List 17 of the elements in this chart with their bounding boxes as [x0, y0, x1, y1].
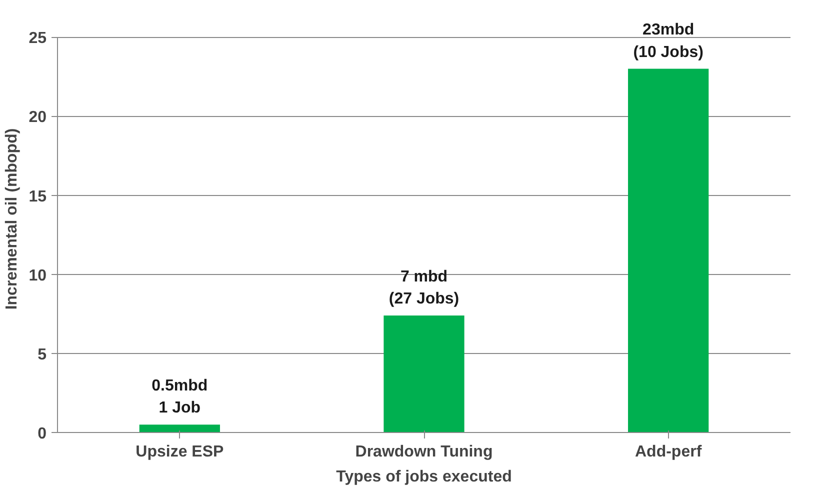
- x-tick-label: Upsize ESP: [136, 444, 224, 460]
- y-tick-label: 15: [28, 188, 47, 206]
- data-label: 0.5mbd 1 Job: [152, 377, 208, 417]
- bar: [139, 424, 220, 432]
- x-tick-label: Drawdown Tuning: [355, 444, 493, 460]
- x-axis-title: Types of jobs executed: [336, 468, 512, 486]
- data-label: 23mbd (10 Jobs): [633, 22, 704, 61]
- x-tick-label: Add-perf: [635, 444, 702, 460]
- y-tick-label: 5: [38, 346, 47, 364]
- y-tick-label: 25: [28, 30, 47, 48]
- data-label: 7 mbd (27 Jobs): [388, 268, 460, 308]
- y-axis-title: Incremental oil (mbopd): [4, 128, 21, 310]
- y-tick-label: 0: [38, 426, 47, 442]
- y-tick-label: 20: [28, 109, 47, 126]
- y-tick-label: 10: [28, 267, 47, 284]
- bar: [628, 68, 709, 432]
- bar: [384, 315, 464, 432]
